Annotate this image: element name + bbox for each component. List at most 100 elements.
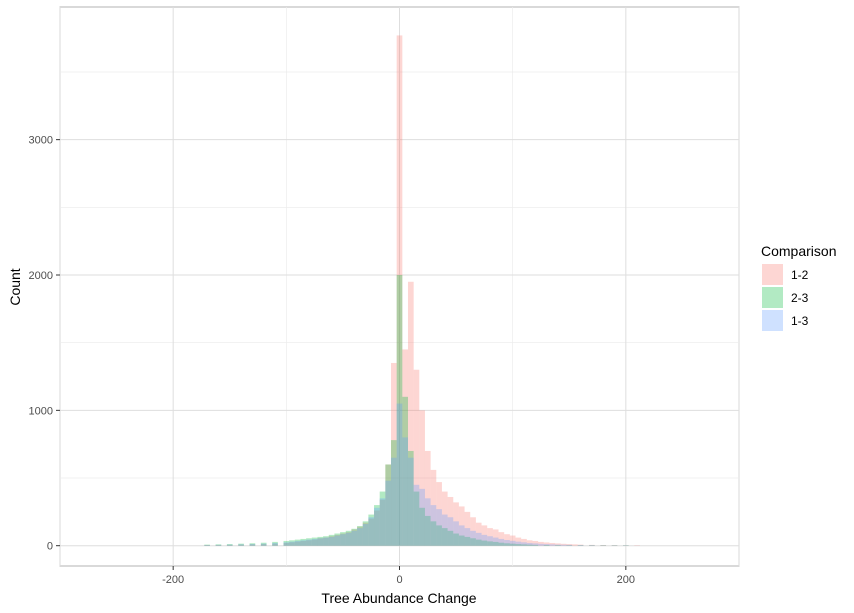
bar [249, 544, 256, 546]
bar [470, 530, 476, 546]
bar [334, 535, 341, 546]
bar [487, 541, 493, 546]
bar [419, 488, 425, 546]
bar [453, 521, 459, 546]
bar [504, 534, 510, 546]
bar [470, 538, 476, 546]
bar [407, 457, 414, 546]
bar [289, 540, 295, 546]
bar [419, 410, 425, 546]
bar [283, 542, 290, 546]
histogram-bars [204, 35, 640, 546]
grid-major [60, 7, 739, 566]
bar [238, 544, 244, 546]
x-tick-label: 200 [617, 574, 635, 586]
bar [300, 540, 307, 546]
legend-label-2-3: 2-3 [791, 291, 809, 305]
bar [317, 536, 324, 546]
bar [600, 545, 607, 546]
bar [572, 544, 578, 546]
bar [260, 544, 267, 546]
bar [492, 529, 499, 546]
bar [379, 498, 386, 546]
bar [368, 517, 375, 546]
bar [357, 526, 363, 546]
y-axis-title: Count [7, 268, 23, 305]
bar [447, 517, 454, 546]
bar [368, 518, 375, 546]
bar [487, 536, 493, 546]
bar [509, 543, 516, 546]
bar [407, 450, 414, 546]
bar [407, 281, 414, 546]
bar [475, 522, 482, 546]
bar [424, 498, 431, 546]
bar [481, 534, 488, 546]
bar [402, 349, 408, 546]
bar [504, 540, 510, 546]
bar [306, 540, 312, 546]
bar [272, 541, 278, 546]
bar [487, 528, 493, 546]
bar [311, 538, 318, 546]
bar [543, 545, 550, 546]
bar [509, 540, 516, 546]
bar [543, 544, 550, 546]
bar [413, 484, 420, 546]
bar [515, 537, 522, 546]
bar [441, 528, 448, 546]
bar [481, 540, 488, 546]
bar [396, 274, 403, 546]
y-tick-label: 3000 [29, 135, 53, 147]
bar [379, 491, 386, 546]
bar [204, 544, 210, 546]
legend-key-1-3 [762, 310, 783, 331]
bar [492, 537, 499, 546]
bar [362, 521, 369, 546]
bar [362, 522, 369, 546]
bar [396, 403, 403, 546]
bar [294, 541, 301, 546]
bar [215, 544, 222, 546]
bar [543, 542, 550, 546]
bar [351, 528, 358, 546]
bar [204, 545, 210, 546]
legend-key-2-3 [762, 287, 783, 308]
bar [441, 491, 448, 546]
bar [492, 541, 499, 546]
bar [226, 544, 233, 546]
bar [345, 532, 352, 546]
bar [515, 541, 522, 546]
bar [464, 528, 471, 546]
bar [272, 542, 278, 546]
y-tick-label: 0 [47, 541, 53, 553]
bar [458, 535, 465, 546]
bar [249, 544, 256, 546]
bar [555, 544, 561, 546]
bar [436, 509, 442, 546]
bar [475, 532, 482, 546]
bar [323, 537, 329, 546]
bar [566, 544, 573, 546]
bar [226, 544, 233, 546]
bar [345, 532, 352, 546]
bar [391, 457, 397, 546]
bar [368, 514, 375, 546]
bar [481, 525, 488, 546]
bar [413, 491, 420, 546]
y-tick-label: 1000 [29, 405, 53, 417]
bar [260, 542, 267, 546]
bar [396, 35, 403, 546]
bar [419, 507, 425, 546]
bar [374, 505, 380, 546]
bar [589, 544, 595, 546]
bar [317, 538, 324, 546]
bar [532, 543, 539, 546]
bar [441, 514, 448, 546]
bar [306, 538, 312, 546]
bar [549, 544, 556, 546]
bar [289, 541, 295, 546]
bar [328, 536, 335, 546]
bar [374, 507, 380, 546]
